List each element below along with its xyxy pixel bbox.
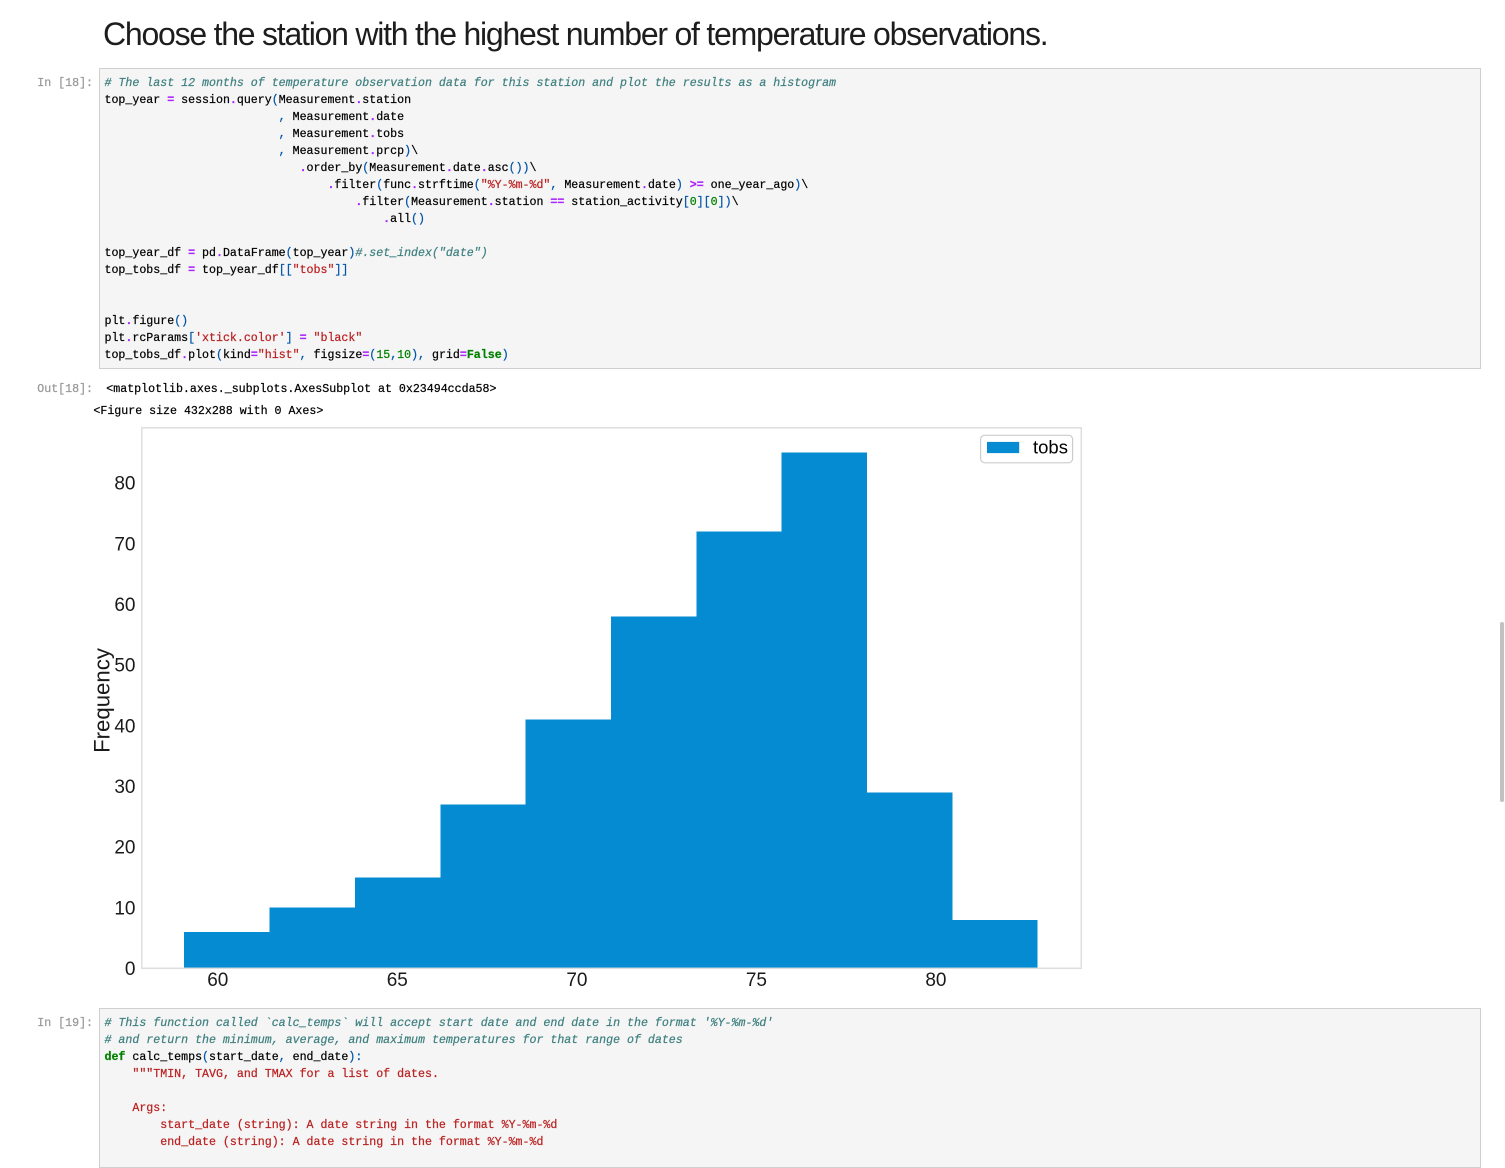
svg-text:60: 60 <box>114 595 135 616</box>
svg-text:75: 75 <box>746 970 767 991</box>
svg-text:80: 80 <box>925 970 946 991</box>
svg-text:0: 0 <box>125 959 136 980</box>
svg-text:30: 30 <box>114 777 135 798</box>
svg-text:40: 40 <box>114 716 135 737</box>
svg-text:Frequency: Frequency <box>90 647 115 753</box>
svg-text:70: 70 <box>114 534 135 555</box>
svg-text:65: 65 <box>387 970 408 991</box>
svg-text:tobs: tobs <box>1033 436 1068 457</box>
svg-text:60: 60 <box>207 970 228 991</box>
svg-text:10: 10 <box>114 898 135 919</box>
svg-text:20: 20 <box>114 838 135 859</box>
svg-text:70: 70 <box>566 970 587 991</box>
svg-text:50: 50 <box>114 656 135 677</box>
svg-text:80: 80 <box>114 474 135 495</box>
